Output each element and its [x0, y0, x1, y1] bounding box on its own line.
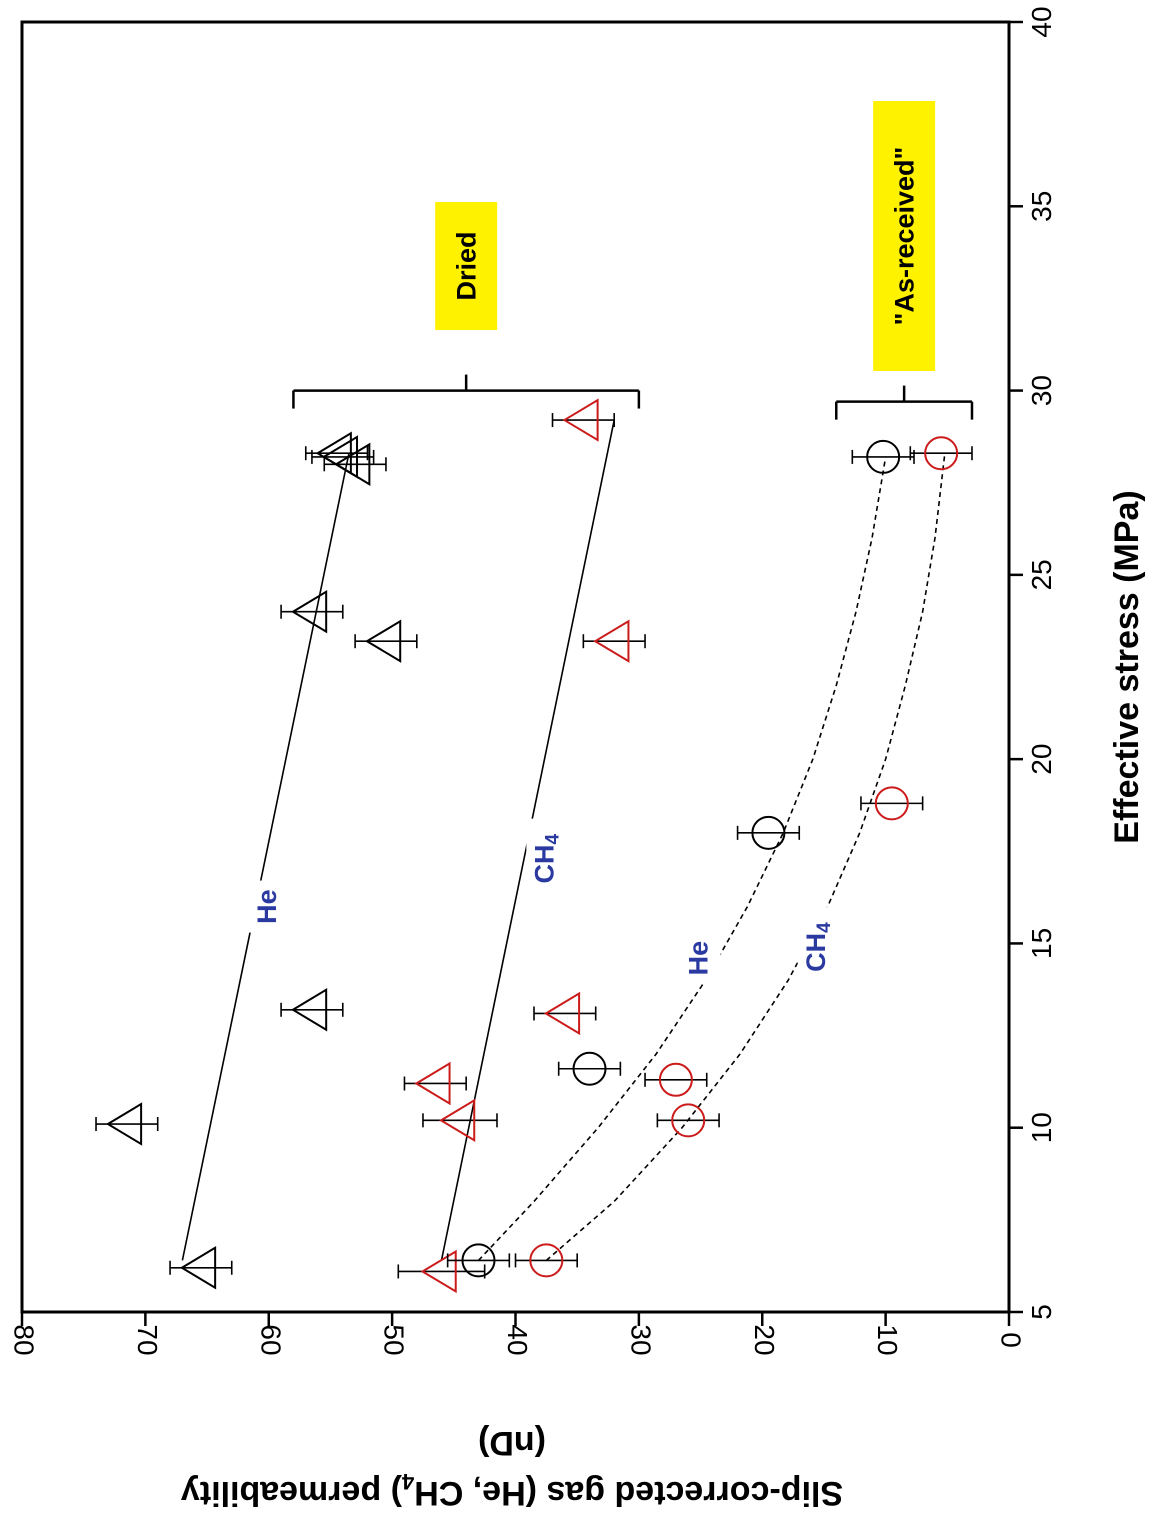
- ch4-dried-label-text: CH: [529, 844, 559, 883]
- y-tick-label: 50: [379, 1324, 410, 1355]
- x-tick-label: 25: [1026, 559, 1057, 590]
- he-as-received-label-text: He: [684, 941, 714, 976]
- dried-bracket-label: Dried: [451, 231, 481, 300]
- circle-marker-as-received-ch4: [924, 436, 959, 471]
- x-axis: 5 10 15 20 25 30 35 40: [1009, 6, 1057, 1320]
- y-axis-title-subscript: 4: [401, 1469, 414, 1494]
- triangle-marker-dried-ch4: [562, 398, 599, 442]
- ch4-dried-label: CH4: [529, 833, 563, 883]
- ch4-dried-label-bg: [526, 818, 567, 899]
- circle-marker-as-received-ch4: [529, 1243, 564, 1278]
- ch4-as-received-label: CH4: [801, 922, 835, 972]
- fit-line-as-received-he: [477, 456, 887, 1261]
- he-dried-label-text: He: [252, 889, 282, 924]
- y-axis-title-line2: (nD): [478, 1424, 546, 1462]
- ch4-as-received-label-text: CH: [801, 933, 831, 972]
- plot-area: 5 10 15 20 25 30 35 40 0 10 20 30 40 50 60 70 80 Dried "…: [9, 6, 1057, 1355]
- fit-line-dried-he: [181, 453, 350, 1261]
- fit-line-as-received-ch4: [545, 453, 946, 1262]
- y-axis-title-part1: Slip-corrected gas (He, CH: [414, 1474, 843, 1512]
- he-dried-label-bg: [248, 880, 289, 933]
- he-dried-label: He: [252, 889, 282, 924]
- triangle-marker-dried-he: [179, 1246, 217, 1290]
- ch4-dried-label-subscript: 4: [542, 833, 563, 844]
- x-tick-label: 20: [1026, 744, 1057, 775]
- y-axis-title-line1: Slip-corrected gas (He, CH4) permeabilit…: [181, 1469, 843, 1512]
- y-tick-label: 10: [872, 1324, 903, 1355]
- triangle-marker-dried-ch4: [439, 1098, 476, 1143]
- triangle-marker-dried-ch4: [543, 991, 581, 1036]
- he-as-received-label: He: [684, 941, 714, 976]
- y-tick-label: 70: [132, 1324, 163, 1355]
- circle-marker-as-received-he: [751, 815, 786, 850]
- triangle-marker-dried-ch4: [420, 1249, 457, 1294]
- plot-frame: [20, 20, 1011, 1314]
- triangle-marker-dried-he: [105, 1102, 143, 1146]
- triangle-marker-dried-ch4: [414, 1061, 451, 1106]
- y-tick-label: 20: [749, 1324, 780, 1355]
- circle-marker-as-received-ch4: [874, 786, 909, 821]
- circle-marker-as-received-ch4: [671, 1103, 706, 1138]
- y-tick-label: 80: [9, 1324, 40, 1355]
- group-brackets: Dried "As-received": [292, 101, 974, 420]
- x-tick-label: 35: [1026, 191, 1057, 222]
- as-received-bracket-label: "As-received": [889, 147, 919, 326]
- circle-marker-as-received-ch4: [658, 1062, 693, 1097]
- x-tick-label: 10: [1026, 1112, 1057, 1143]
- y-axis-title-part2: ) permeability: [181, 1474, 402, 1512]
- y-tick-label: 30: [625, 1324, 656, 1355]
- data-points: [95, 398, 973, 1294]
- dried-bracket-highlight: [435, 202, 498, 330]
- circle-marker-as-received-he: [461, 1243, 496, 1278]
- triangle-marker-dried-he: [365, 619, 402, 663]
- triangle-marker-dried-ch4: [593, 619, 630, 663]
- triangle-marker-dried-he: [290, 589, 328, 634]
- y-axis: 0 10 20 30 40 50 60 70 80: [9, 1312, 1027, 1356]
- as-received-bracket-highlight: [873, 101, 936, 371]
- triangle-marker-dried-he: [315, 431, 352, 475]
- x-tick-label: 5: [1026, 1304, 1057, 1320]
- x-tick-label: 40: [1026, 6, 1057, 37]
- ch4-as-received-label-bg: [797, 907, 838, 988]
- y-tick-label: 40: [502, 1324, 533, 1355]
- x-axis-title: Effective stress (MPa): [1108, 490, 1146, 843]
- ch4-as-received-label-subscript: 4: [814, 922, 835, 933]
- x-tick-label: 15: [1026, 928, 1057, 959]
- x-tick-label: 30: [1026, 375, 1057, 406]
- circle-marker-as-received-he: [866, 439, 901, 474]
- y-tick-label: 0: [996, 1332, 1027, 1348]
- y-tick-label: 60: [255, 1324, 286, 1355]
- triangle-marker-dried-he: [290, 988, 328, 1032]
- circle-marker-as-received-he: [572, 1051, 607, 1086]
- he-as-received-label-bg: [680, 932, 721, 985]
